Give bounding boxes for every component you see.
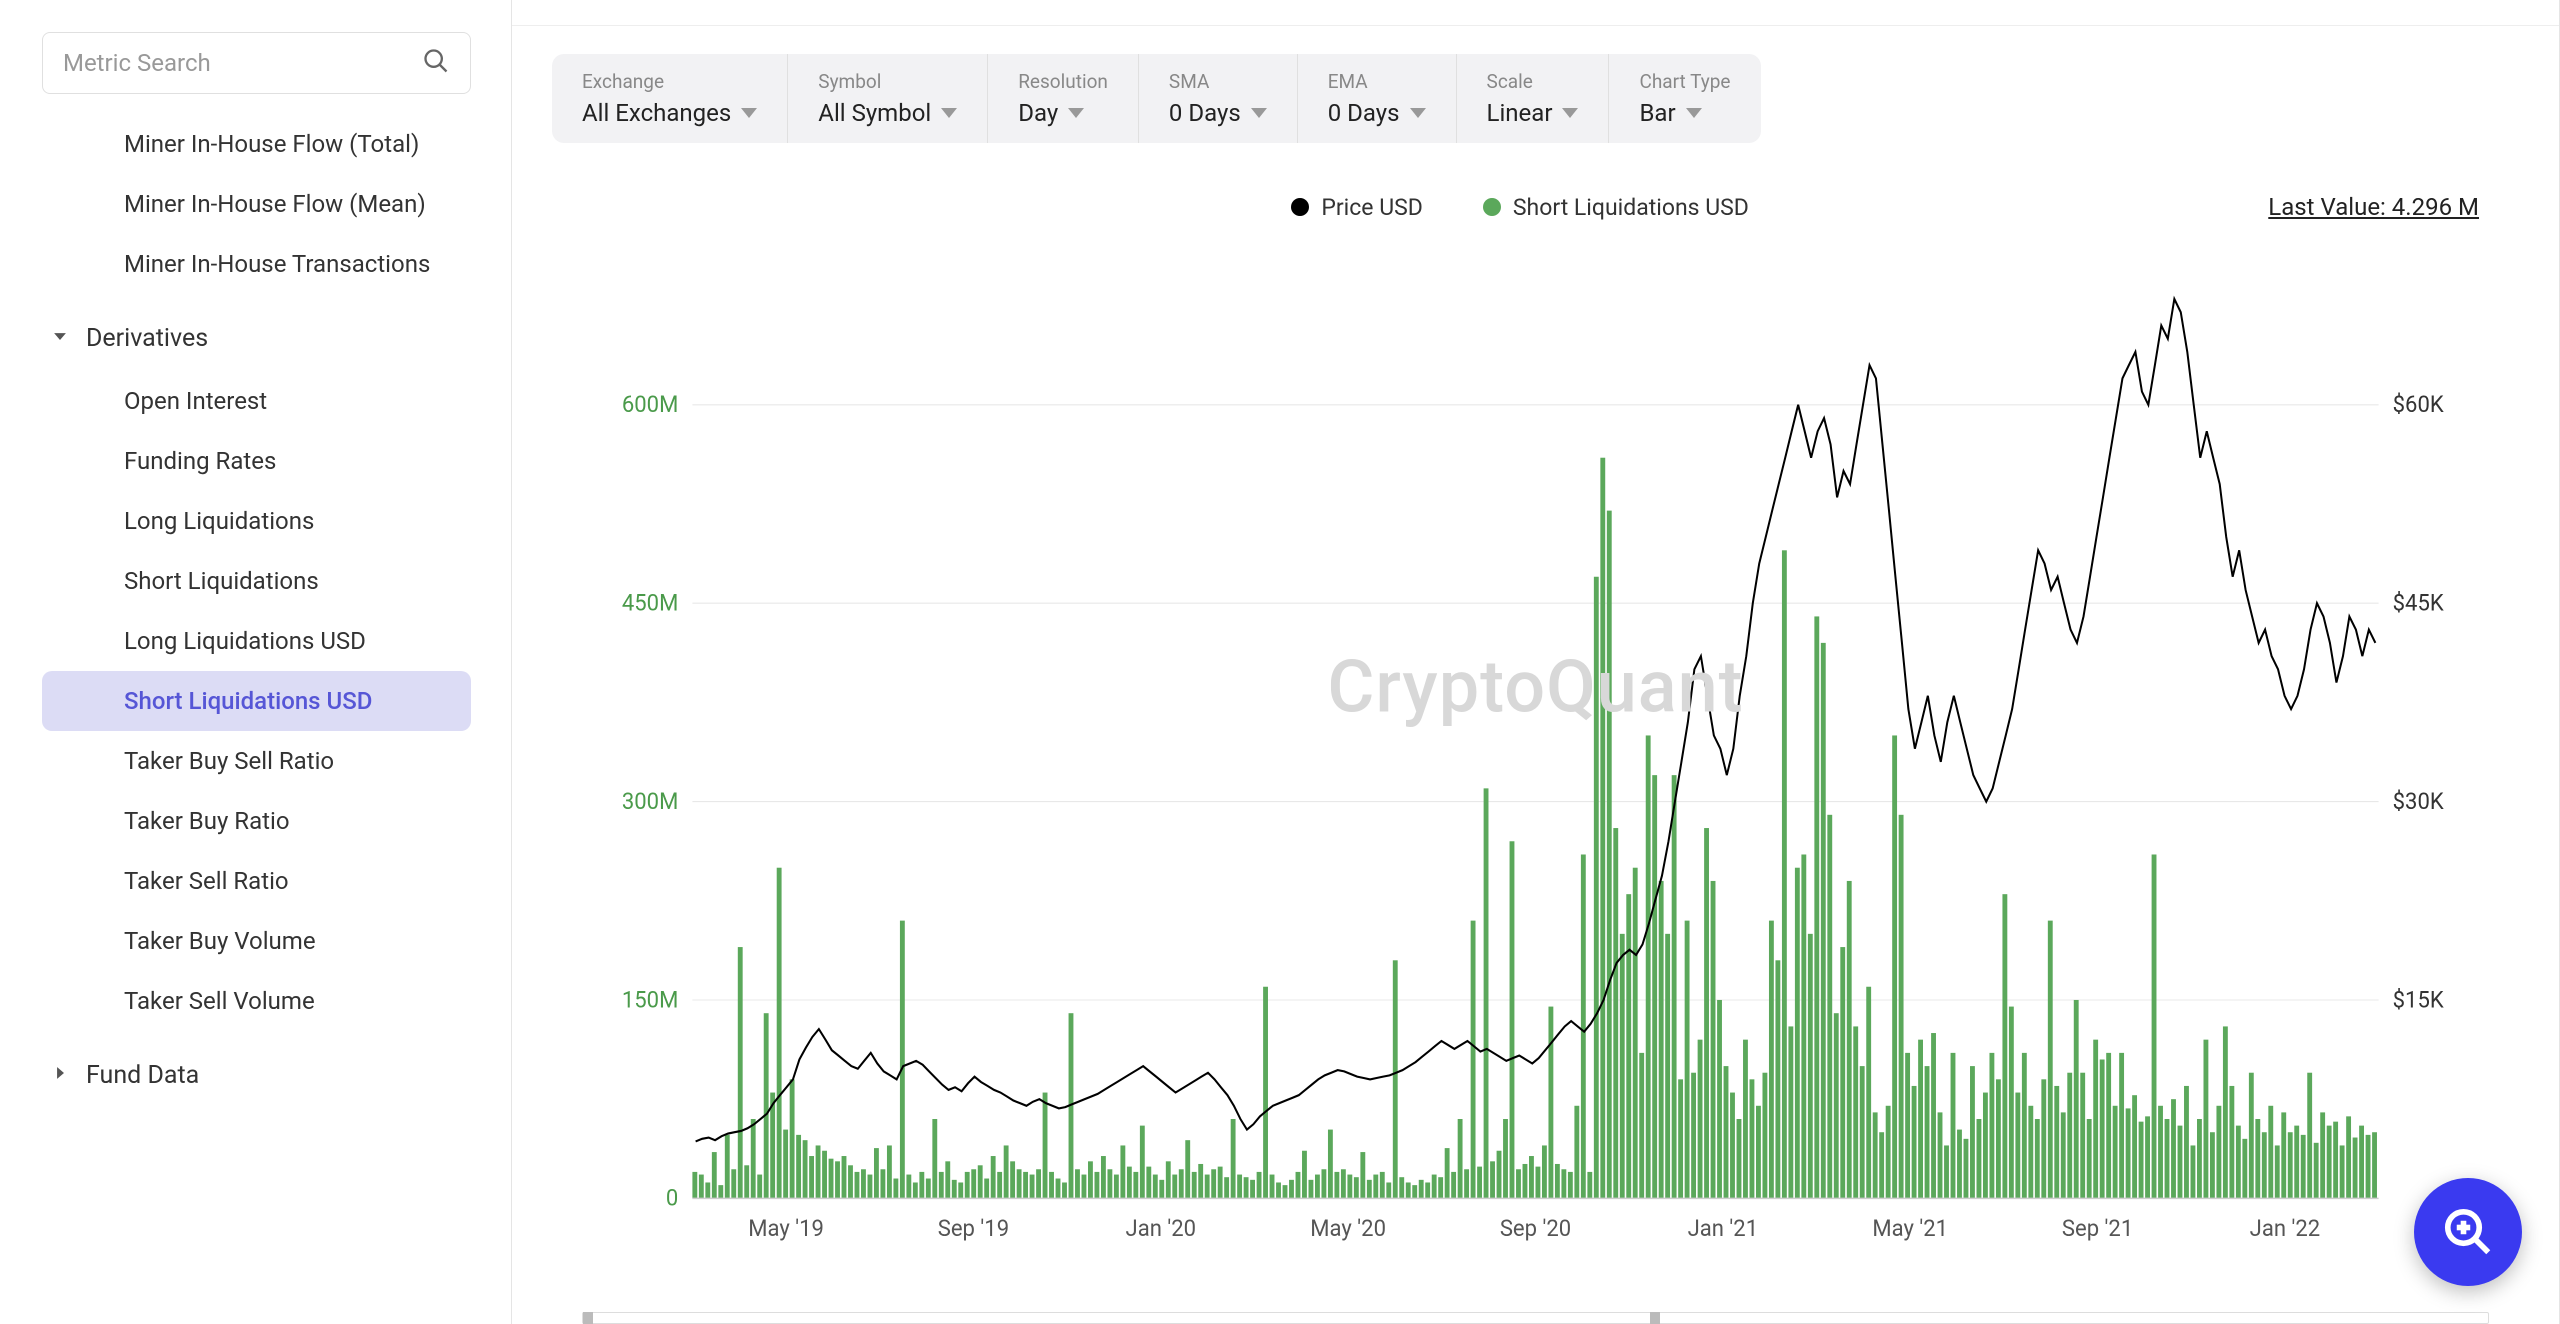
svg-text:150M: 150M xyxy=(622,986,678,1014)
svg-text:0: 0 xyxy=(666,1184,678,1212)
metric-item[interactable]: Taker Buy Sell Ratio xyxy=(42,731,471,791)
svg-text:Jan '22: Jan '22 xyxy=(2250,1215,2321,1243)
legend-item[interactable]: Short Liquidations USD xyxy=(1483,194,1749,221)
filter-symbol[interactable]: Symbol All Symbol xyxy=(788,54,988,143)
chevron-down-icon xyxy=(1251,108,1267,118)
filter-label: Chart Type xyxy=(1639,70,1730,93)
filter-resolution[interactable]: Resolution Day xyxy=(988,54,1139,143)
chevron-down-icon xyxy=(1410,108,1426,118)
filter-value: Linear xyxy=(1487,99,1579,127)
metric-item[interactable]: Taker Buy Volume xyxy=(42,911,471,971)
filter-label: Resolution xyxy=(1018,70,1108,93)
chevron-down-icon xyxy=(1068,108,1084,118)
last-value[interactable]: Last Value: 4.296 M xyxy=(2268,193,2479,221)
svg-text:Jan '21: Jan '21 xyxy=(1688,1215,1759,1243)
svg-text:$45K: $45K xyxy=(2393,589,2445,617)
metric-item[interactable]: Taker Buy Ratio xyxy=(42,791,471,851)
svg-text:$30K: $30K xyxy=(2393,787,2445,815)
svg-text:Sep '21: Sep '21 xyxy=(2062,1215,2133,1243)
filter-ema[interactable]: EMA 0 Days xyxy=(1298,54,1457,143)
filter-value: 0 Days xyxy=(1328,99,1426,127)
category-label: Fund Data xyxy=(86,1061,199,1090)
filter-label: Symbol xyxy=(818,70,957,93)
metric-item[interactable]: Short Liquidations USD xyxy=(42,671,471,731)
metric-item[interactable]: Open Interest xyxy=(42,371,471,431)
filter-value: All Exchanges xyxy=(582,99,757,127)
search-input[interactable] xyxy=(63,49,422,77)
search-zoom-icon xyxy=(2441,1205,2495,1259)
scrubber-handle-left[interactable] xyxy=(583,1312,593,1324)
main-panel: Exchange All Exchanges Symbol All Symbol Res… xyxy=(512,0,2560,1324)
svg-text:450M: 450M xyxy=(622,589,678,617)
legend-row: Price USD Short Liquidations USD Last Val… xyxy=(512,163,2559,241)
filter-label: Exchange xyxy=(582,70,757,93)
chevron-icon xyxy=(50,1061,70,1090)
chevron-down-icon xyxy=(741,108,757,118)
filter-scale[interactable]: Scale Linear xyxy=(1457,54,1610,143)
filter-exchange[interactable]: Exchange All Exchanges xyxy=(552,54,788,143)
filter-label: EMA xyxy=(1328,70,1426,93)
category-fund-data[interactable]: Fund Data xyxy=(42,1043,471,1108)
svg-text:$15K: $15K xyxy=(2393,986,2445,1014)
chevron-down-icon xyxy=(941,108,957,118)
metric-item[interactable]: Taker Sell Ratio xyxy=(42,851,471,911)
time-scrubber[interactable] xyxy=(582,1312,2489,1324)
svg-text:Jan '20: Jan '20 xyxy=(1126,1215,1197,1243)
chevron-down-icon xyxy=(1686,108,1702,118)
scrubber-handle-right[interactable] xyxy=(1650,1312,1660,1324)
filter-sma[interactable]: SMA 0 Days xyxy=(1139,54,1298,143)
legend-dot xyxy=(1483,198,1501,216)
filter-value: 0 Days xyxy=(1169,99,1267,127)
legend-label: Price USD xyxy=(1321,194,1423,221)
svg-text:600M: 600M xyxy=(622,391,678,419)
svg-text:May '19: May '19 xyxy=(748,1215,824,1243)
filter-value: Bar xyxy=(1639,99,1730,127)
svg-text:May '21: May '21 xyxy=(1872,1215,1948,1243)
filter-chart-type[interactable]: Chart Type Bar xyxy=(1609,54,1760,143)
metric-item[interactable]: Taker Sell Volume xyxy=(42,971,471,1031)
category-label: Derivatives xyxy=(86,324,208,353)
search-icon xyxy=(422,47,450,79)
search-box[interactable] xyxy=(42,32,471,94)
filter-toolbar: Exchange All Exchanges Symbol All Symbol Res… xyxy=(512,26,2559,163)
chart-svg: 0 150M 300M 450M 600M $15K $30K $45K $60K May '19… xyxy=(582,241,2489,1272)
filter-value: All Symbol xyxy=(818,99,957,127)
chart-area: CryptoQuant 0150M300M450M600M$15K$30K$45… xyxy=(512,241,2559,1302)
legend-label: Short Liquidations USD xyxy=(1513,194,1749,221)
filter-value: Day xyxy=(1018,99,1108,127)
filter-label: Scale xyxy=(1487,70,1579,93)
svg-text:300M: 300M xyxy=(622,787,678,815)
metric-item[interactable]: Funding Rates xyxy=(42,431,471,491)
metric-item[interactable]: Miner In-House Flow (Mean) xyxy=(42,174,471,234)
chevron-down-icon xyxy=(1562,108,1578,118)
sidebar: Miner In-House Flow (Total)Miner In-Hous… xyxy=(0,0,512,1324)
metric-item[interactable]: Miner In-House Flow (Total) xyxy=(42,114,471,174)
metric-item[interactable]: Long Liquidations xyxy=(42,491,471,551)
metric-item[interactable]: Long Liquidations USD xyxy=(42,611,471,671)
metric-item[interactable]: Short Liquidations xyxy=(42,551,471,611)
svg-text:$60K: $60K xyxy=(2393,391,2445,419)
legend-dot xyxy=(1291,198,1309,216)
svg-text:Sep '20: Sep '20 xyxy=(1500,1215,1571,1243)
svg-text:Sep '19: Sep '19 xyxy=(938,1215,1009,1243)
svg-text:May '20: May '20 xyxy=(1310,1215,1386,1243)
filter-label: SMA xyxy=(1169,70,1267,93)
search-fab[interactable] xyxy=(2414,1178,2522,1286)
category-derivatives[interactable]: Derivatives xyxy=(42,306,471,371)
legend-item[interactable]: Price USD xyxy=(1291,194,1423,221)
chevron-icon xyxy=(50,324,70,353)
metric-item[interactable]: Miner In-House Transactions xyxy=(42,234,471,294)
